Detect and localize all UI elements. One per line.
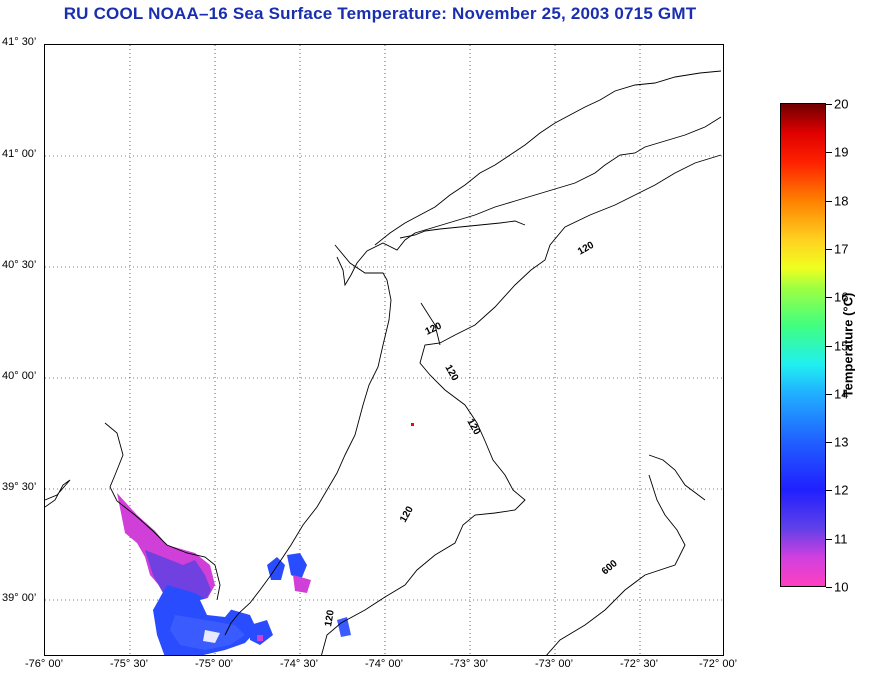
bathymetry-labels: 120 120 120 120 120 120 600	[323, 240, 620, 628]
colorbar-title: Temperature (°C)	[840, 292, 856, 398]
colorbar-tick	[826, 587, 832, 588]
colorbar-tick-label: 11	[834, 531, 848, 547]
graticule	[45, 45, 723, 655]
latitude-label: 41° 00’	[2, 148, 37, 160]
bathymetry-label: 120	[398, 504, 416, 524]
map-title: RU COOL NOAA–16 Sea Surface Temperature:…	[63, 4, 697, 23]
colorbar-tick	[826, 345, 832, 347]
bathymetry-label: 120	[464, 417, 482, 437]
colorbar-tick-label: 13	[834, 434, 849, 450]
colorbar-tick-label: 18	[834, 193, 849, 209]
longitude-label: -74° 00’	[364, 658, 404, 670]
colorbar-tick	[826, 490, 832, 492]
colorbar-tick-label: 10	[834, 579, 849, 595]
longitude-label: -76° 00’	[24, 658, 64, 670]
longitude-label: -74° 30’	[279, 658, 319, 670]
colorbar-tick	[826, 442, 832, 444]
latitude-label: 41° 30’	[2, 36, 37, 48]
longitude-label: -75° 30’	[109, 658, 149, 670]
colorbar-tick-label: 14	[834, 386, 849, 402]
colorbar	[780, 103, 826, 587]
colorbar-tick	[826, 104, 832, 105]
latitude-label: 39° 30’	[2, 481, 37, 493]
latitude-label: 40° 30’	[2, 259, 37, 271]
bathymetry-label: 120	[576, 240, 596, 258]
colorbar-tick	[826, 152, 832, 154]
bathymetry-label: 120	[323, 609, 337, 628]
map-canvas: 120 120 120 120 120 120 600	[45, 45, 723, 655]
colorbar-tick-label: 16	[834, 289, 849, 305]
longitude-label: -72° 00’	[698, 658, 738, 670]
colorbar-tick	[826, 538, 832, 540]
sst-map[interactable]: 120 120 120 120 120 120 600	[44, 44, 724, 656]
colorbar-tick-label: 20	[834, 96, 849, 112]
colorbar-tick-label: 15	[834, 338, 849, 353]
latitude-label: 40° 00’	[2, 370, 37, 382]
longitude-label: -73° 00’	[534, 658, 574, 670]
longitude-label: -73° 30’	[449, 658, 489, 670]
colorbar-tick	[826, 248, 832, 250]
longitude-label: -72° 30’	[619, 658, 659, 670]
colorbar-tick	[826, 200, 832, 202]
bathymetry-label: 120	[442, 363, 460, 383]
coastline	[45, 70, 722, 655]
colorbar-tick	[826, 297, 832, 299]
longitude-label: -75° 00’	[194, 658, 234, 670]
bathymetry-label: 600	[600, 558, 620, 577]
colorbar-tick-label: 17	[834, 241, 849, 257]
colorbar-tick	[826, 393, 832, 395]
sst-data	[117, 423, 414, 655]
latitude-label: 39° 00’	[2, 592, 37, 604]
colorbar-tick-label: 12	[834, 482, 849, 498]
colorbar-tick-label: 19	[834, 144, 849, 160]
bathymetry-label: 120	[424, 321, 444, 338]
